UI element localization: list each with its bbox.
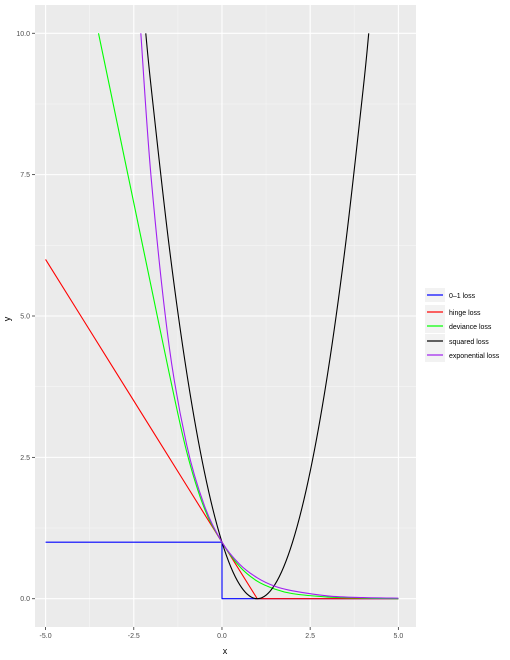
y-tick-label: 10.0 xyxy=(16,31,30,38)
series-line-squared-loss xyxy=(145,33,370,600)
legend-item-exponential-loss: exponential loss xyxy=(425,348,500,362)
y-axis-title: y xyxy=(2,316,12,321)
legend-label: 0–1 loss xyxy=(449,293,476,300)
x-tick-label: -5.0 xyxy=(40,633,52,640)
x-tick-label: 2.5 xyxy=(305,633,315,640)
x-tick-label: -2.5 xyxy=(128,633,140,640)
axis-tick-labels: -5.0 -2.5 0.0 2.5 5.0 0.0 2.5 5.0 7.5 10.0 xyxy=(16,31,403,640)
y-tick-label: 7.5 xyxy=(20,172,30,179)
legend-label: squared loss xyxy=(449,339,489,346)
legend-item-deviance-loss: deviance loss xyxy=(425,319,492,333)
legend-item-squared-loss: squared loss xyxy=(425,334,489,348)
legend-label: deviance loss xyxy=(449,324,492,331)
legend-item-0-1-loss: 0–1 loss xyxy=(425,288,476,302)
legend-label: exponential loss xyxy=(449,353,500,360)
legend-label: hinge loss xyxy=(449,310,481,317)
series-lines xyxy=(45,33,399,600)
x-axis-title: x xyxy=(223,646,228,656)
y-tick-label: 0.0 xyxy=(20,596,30,603)
series-line-exponential-loss xyxy=(140,33,399,599)
x-tick-label: 0.0 xyxy=(217,633,227,640)
legend-item-hinge-loss: hinge loss xyxy=(425,305,481,319)
y-tick-label: 5.0 xyxy=(20,314,30,321)
axis-ticks xyxy=(32,32,399,630)
legend: 0–1 loss hinge loss deviance loss square… xyxy=(425,288,500,362)
x-tick-label: 5.0 xyxy=(393,633,403,640)
y-tick-label: 2.5 xyxy=(20,455,30,462)
